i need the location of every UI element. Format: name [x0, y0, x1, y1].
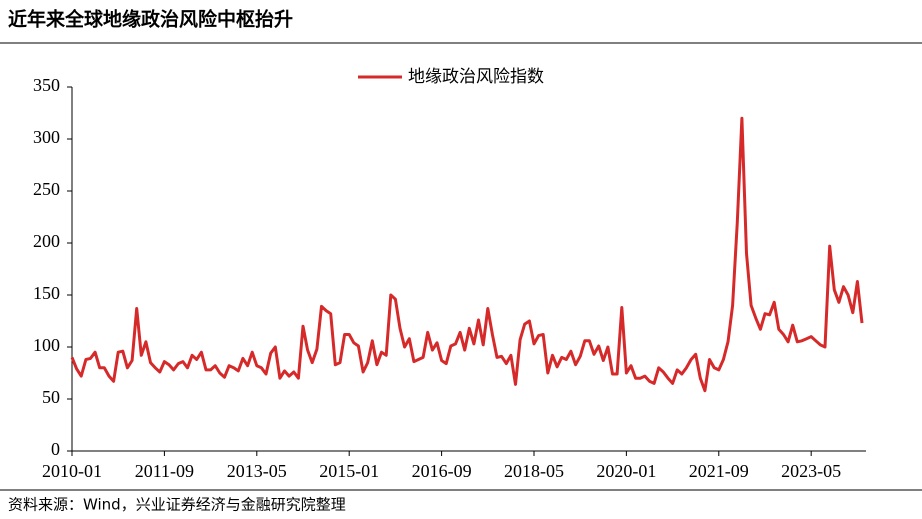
x-tick-label: 2011-09 — [135, 461, 194, 481]
chart-title: 近年来全球地缘政治风险中枢抬升 — [8, 8, 293, 31]
y-tick-label: 150 — [33, 283, 60, 303]
x-tick-label: 2015-01 — [319, 461, 379, 481]
y-tick-label: 200 — [33, 231, 60, 251]
legend-label: 地缘政治风险指数 — [408, 67, 544, 87]
y-tick-label: 0 — [51, 439, 60, 459]
x-tick-label: 2010-01 — [42, 461, 102, 481]
y-tick-label: 250 — [33, 179, 60, 199]
y-tick-label: 50 — [42, 387, 60, 407]
x-tick-label: 2013-05 — [227, 461, 287, 481]
source-note: 资料来源：Wind，兴业证券经济与金融研究院整理 — [8, 496, 346, 514]
x-tick-label: 2016-09 — [412, 461, 472, 481]
y-tick-label: 350 — [33, 75, 60, 95]
series-line — [70, 116, 864, 393]
x-tick-label: 2020-01 — [596, 461, 656, 481]
x-tick-label: 2021-09 — [689, 461, 749, 481]
x-tick-label: 2018-05 — [504, 461, 564, 481]
y-tick-label: 100 — [33, 335, 60, 355]
y-tick-label: 300 — [33, 127, 60, 147]
x-tick-label: 2023-05 — [781, 461, 841, 481]
